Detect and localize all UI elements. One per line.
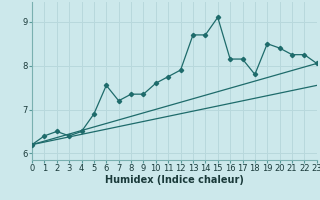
X-axis label: Humidex (Indice chaleur): Humidex (Indice chaleur) (105, 175, 244, 185)
